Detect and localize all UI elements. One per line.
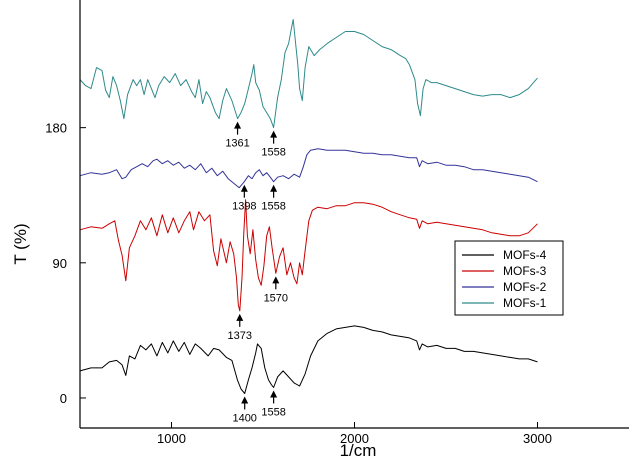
annotation-mofs-1-1558-arrowhead (270, 130, 278, 138)
annotation-mofs-3-1373-label: 1373 (228, 330, 252, 342)
annotation-mofs-2-1558-arrowhead (270, 184, 278, 192)
annotation-mofs-4-1558-label: 1558 (261, 406, 285, 418)
series-line-mofs-3 (79, 199, 538, 312)
annotation-mofs-3-1570-arrowhead (272, 276, 280, 284)
tick-layer: 1000 2000 3000 0 90 180 (45, 121, 552, 446)
annotation-mofs-3-1373-arrowhead (236, 313, 244, 321)
y-tick-label-90: 90 (53, 256, 67, 271)
legend-entry-mofs-1-label: MOFs-1 (503, 296, 547, 310)
series-line-mofs-1 (79, 19, 538, 129)
annotation-mofs-2-1558-label: 1558 (261, 201, 285, 213)
annotation-mofs-1-1361-label: 1361 (225, 138, 249, 150)
annotation-mofs-2-1398-arrowhead (240, 184, 248, 192)
series-line-mofs-4 (79, 325, 538, 394)
annotation-mofs-1-1558: 1558 (261, 130, 286, 159)
annotation-mofs-2-1398-label: 1398 (232, 201, 256, 213)
legend-entry-mofs-3: MOFs-3 (462, 264, 547, 278)
legend-entry-mofs-1: MOFs-1 (462, 296, 547, 310)
annotation-mofs-4-1558-arrowhead (270, 390, 278, 398)
annotation-mofs-3-1373: 1373 (228, 313, 252, 342)
annotation-layer: 1361 1558 1398 1558 1373 1570 1400 1558 (225, 121, 288, 424)
legend-entry-mofs-4: MOFs-4 (462, 248, 547, 262)
x-tick-label-2000: 2000 (340, 431, 369, 446)
annotation-mofs-1-1558-label: 1558 (261, 147, 285, 159)
annotation-mofs-4-1400-arrowhead (241, 396, 249, 404)
annotation-mofs-4-1400-label: 1400 (232, 412, 256, 424)
annotation-mofs-3-1570: 1570 (264, 276, 288, 304)
annotation-mofs-2-1558: 1558 (261, 184, 286, 213)
annotation-mofs-2-1398: 1398 (232, 184, 257, 213)
x-tick-label-1000: 1000 (157, 431, 186, 446)
annotation-mofs-1-1361: 1361 (225, 121, 250, 150)
y-tick-label-0: 0 (60, 391, 67, 406)
x-tick-label-3000: 3000 (523, 431, 552, 446)
annotation-mofs-4-1558: 1558 (261, 390, 286, 418)
annotation-mofs-4-1400: 1400 (232, 396, 257, 424)
series-layer (79, 19, 538, 394)
legend-entry-mofs-4-label: MOFs-4 (503, 248, 547, 262)
legend-entry-mofs-2-label: MOFs-2 (503, 280, 547, 294)
legend: MOFs-4 MOFs-3 MOFs-2 MOFs-1 (454, 240, 564, 316)
y-tick-label-180: 180 (45, 121, 67, 136)
legend-entry-mofs-2: MOFs-2 (462, 280, 547, 294)
annotation-mofs-1-1361-arrowhead (234, 121, 242, 129)
series-line-mofs-2 (79, 148, 538, 189)
annotation-mofs-3-1570-label: 1570 (264, 292, 288, 304)
y-axis-label: T (%) (11, 223, 30, 264)
x-axis-label: 1/cm (340, 441, 377, 458)
legend-entry-mofs-3-label: MOFs-3 (503, 264, 547, 278)
